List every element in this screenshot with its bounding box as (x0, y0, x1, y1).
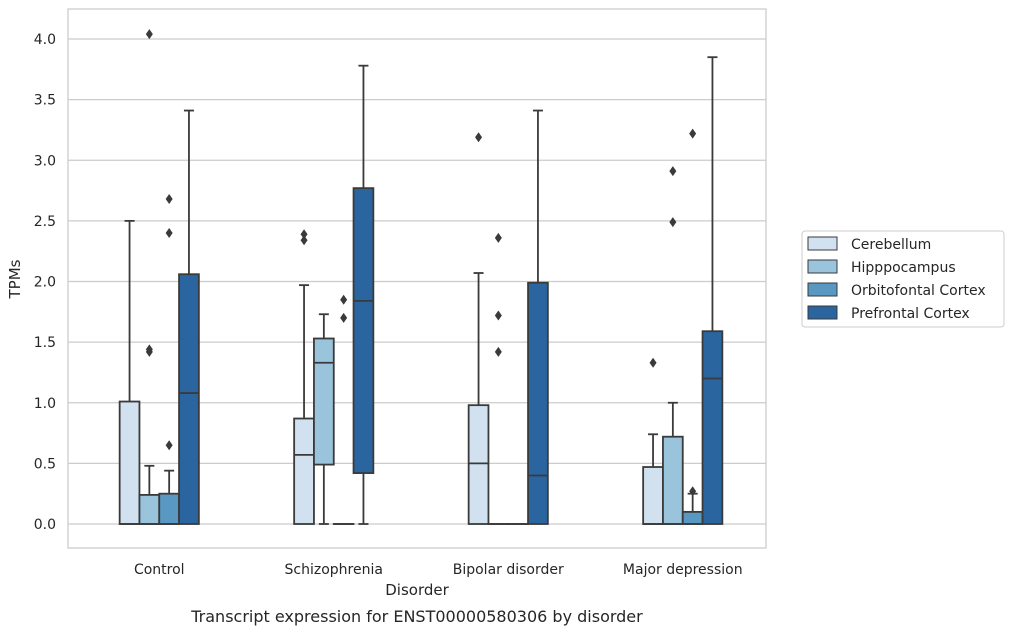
iqr-box (118, 400, 141, 525)
iqr-box (178, 273, 200, 525)
box-0-1 (138, 29, 161, 525)
box-2-3 (527, 109, 549, 525)
x-tick-label: Schizophrenia (285, 562, 383, 578)
y-tick-label: 4.0 (34, 32, 56, 48)
legend-swatch (807, 236, 838, 251)
box-1-0 (293, 229, 315, 525)
box-2-0 (467, 132, 490, 525)
box-3-1 (662, 166, 684, 525)
box-0-2 (158, 194, 180, 525)
x-axis-label: Disorder (385, 581, 449, 599)
outlier-point (340, 294, 348, 305)
outlier-point (300, 235, 308, 246)
outlier-point (475, 132, 483, 143)
iqr-box (293, 417, 315, 525)
iqr-box (527, 281, 549, 525)
plot-frame (67, 8, 767, 549)
box-2-1 (487, 232, 510, 525)
outlier-point (689, 486, 697, 497)
x-tick-label: Bipolar disorder (453, 562, 564, 578)
box-3-2 (681, 128, 704, 525)
y-tick-label: 0.0 (34, 517, 56, 533)
outlier-point (494, 232, 502, 243)
x-tick-label: Major depression (623, 562, 743, 578)
iqr-box (138, 493, 161, 525)
legend-label: Cerebellum (851, 237, 931, 253)
legend-swatch (807, 305, 838, 320)
y-tick-label: 1.5 (34, 335, 56, 351)
y-tick-label: 3.0 (34, 153, 56, 169)
legend-swatch (807, 259, 838, 274)
outlier-point (494, 310, 502, 321)
legend-label: Orbitofontal Cortex (851, 283, 986, 299)
box-3-3 (701, 56, 724, 525)
outlier-point (340, 312, 348, 323)
box-1-3 (352, 64, 375, 525)
box-1-2 (332, 294, 355, 525)
y-tick-label: 3.5 (34, 93, 56, 109)
legend-label: Hipppocampus (851, 260, 956, 276)
box-0-3 (178, 109, 200, 525)
y-tick-labels: 0.0 0.5 1.0 1.5 2.0 2.5 3.0 3.5 4.0 (34, 32, 56, 533)
iqr-box (158, 492, 180, 525)
outlier-point (300, 229, 308, 240)
iqr-box (701, 330, 724, 525)
box-3-0 (642, 357, 664, 525)
legend-swatch (807, 282, 838, 297)
boxes (118, 29, 724, 525)
iqr-box (352, 187, 375, 474)
iqr-box (467, 404, 490, 525)
y-tick-label: 0.5 (34, 456, 56, 472)
legend-label: Prefrontal Cortex (851, 306, 970, 322)
outlier-point (145, 344, 153, 355)
y-tick-label: 1.0 (34, 396, 56, 412)
box-1-1 (313, 313, 335, 525)
y-tick-label: 2.5 (34, 214, 56, 230)
legend-frame (801, 230, 1005, 328)
y-axis-label: TPMs (6, 259, 24, 299)
iqr-box (313, 337, 335, 466)
y-tick-label: 2.0 (34, 275, 56, 291)
outlier-point (165, 228, 173, 238)
outlier-point (165, 194, 173, 205)
iqr-box (681, 510, 704, 525)
outlier-point (669, 217, 677, 228)
outlier-point (145, 29, 153, 40)
iqr-box (662, 435, 684, 525)
iqr-box (642, 466, 664, 525)
gridlines (68, 38, 766, 525)
outlier-point (494, 346, 502, 357)
legend-items: Cerebellum Hipppocampus Orbitofontal Corte… (807, 236, 986, 322)
outlier-point (689, 128, 697, 139)
outlier-point (649, 357, 657, 368)
x-tick-labels: Control Schizophrenia Bipolar disorder Majo… (134, 562, 743, 578)
chart-caption: Transcript expression for ENST0000058030… (190, 607, 643, 626)
box-0-0 (118, 219, 141, 525)
x-tick-label: Control (134, 562, 185, 578)
outlier-point (669, 166, 677, 177)
outlier-point (165, 440, 173, 451)
legend: Cerebellum Hipppocampus Orbitofontal Corte… (801, 230, 1005, 328)
